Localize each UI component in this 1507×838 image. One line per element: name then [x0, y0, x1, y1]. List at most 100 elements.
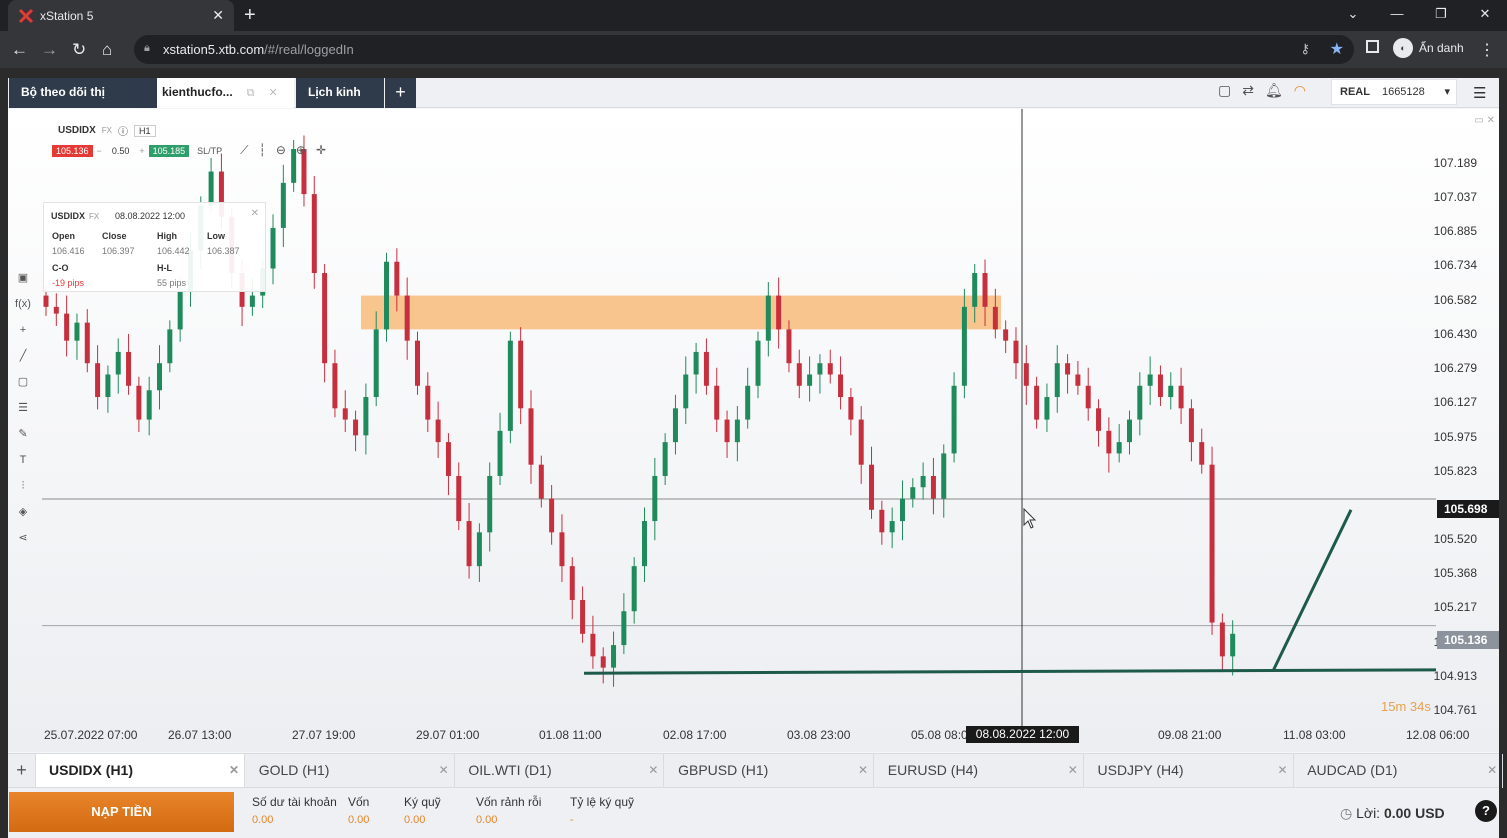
stat-value: 0.00	[252, 814, 274, 826]
volume-minus[interactable]: −	[96, 145, 102, 156]
tab-workspace[interactable]: kienthucfo... ⧉ ✕	[157, 78, 294, 108]
tab-market-watch[interactable]: Bộ theo dõi thị trường	[9, 78, 157, 127]
hamburger-menu-icon[interactable]: ☰	[1473, 85, 1487, 102]
restore-button[interactable]: ❐	[1435, 6, 1447, 21]
chart-symbol-header: USDIDX FX ⓘ H1	[58, 123, 156, 138]
reload-icon[interactable]: ↻	[72, 40, 87, 59]
price-alert-icon[interactable]: ⇄	[1242, 82, 1254, 98]
close-icon[interactable]: ✕	[1067, 763, 1078, 777]
close-icon[interactable]: ✕	[250, 208, 259, 219]
instrument-tab[interactable]: AUDCAD (D1) ✕	[1294, 754, 1504, 788]
candle-body	[1054, 363, 1060, 398]
candle-body	[703, 351, 709, 386]
incognito-profile[interactable]: ◐ Ẩn danh	[1393, 38, 1464, 58]
home-icon[interactable]: ⌂	[102, 40, 113, 59]
sell-button[interactable]: 105.136	[52, 144, 93, 157]
candle-body	[507, 340, 513, 431]
line-chart-icon[interactable]: ⟋	[240, 143, 249, 157]
candle-body	[280, 182, 286, 228]
candle-body	[1065, 363, 1071, 375]
sltp-button[interactable]: SL/TP	[197, 145, 223, 156]
account-selector[interactable]: REAL 1665128 ▾	[1331, 79, 1457, 105]
chart-window-controls[interactable]: ▭ ✕	[1474, 115, 1495, 126]
forward-icon[interactable]: →	[41, 40, 58, 59]
brush-tool-icon[interactable]: ✎	[18, 428, 28, 440]
address-bar: ← → ↻ ⌂ 🔒︎ xstation5.xtb.com/#/real/logg…	[0, 31, 1507, 68]
instrument-tab[interactable]: GBPUSD (H1) ✕	[665, 754, 875, 788]
chart-area[interactable]: ▭ ✕ USDIDX FX ⓘ H1 105.136 − 0.50 + 105.…	[8, 109, 1499, 752]
instrument-tab-label: USDIDX (H1)	[49, 762, 134, 778]
volume-plus[interactable]: +	[139, 145, 145, 156]
layout-icon[interactable]: ▢	[1218, 82, 1232, 98]
close-icon[interactable]: ✕	[1487, 763, 1498, 777]
buy-button[interactable]: 105.185	[148, 144, 190, 157]
volume-input[interactable]: 0.50	[111, 145, 130, 156]
close-icon[interactable]: ✕	[228, 763, 239, 777]
side-panel-icon[interactable]	[1366, 40, 1379, 53]
timeframe-selector[interactable]: H1	[134, 124, 156, 137]
candle-body	[910, 487, 916, 499]
tab-label: kienthucfo...	[162, 85, 233, 99]
minimize-button[interactable]: —	[1390, 6, 1404, 21]
chart-symbol[interactable]: USDIDX	[58, 125, 96, 136]
candle-body	[992, 306, 998, 330]
instrument-tab[interactable]: GOLD (H1) ✕	[246, 754, 455, 788]
candle-body	[43, 295, 49, 307]
close-icon[interactable]: ✕	[268, 87, 278, 99]
candle-body	[827, 363, 833, 375]
close-tab-icon[interactable]: ✕	[212, 7, 224, 23]
candle-body	[249, 295, 255, 307]
candle-body	[662, 442, 668, 476]
text-tool-icon[interactable]: T	[19, 454, 27, 466]
key-icon[interactable]: ⚷	[1300, 41, 1310, 56]
back-icon[interactable]: ←	[11, 40, 28, 59]
rectangle-tool-icon[interactable]: ▢	[17, 376, 29, 388]
instrument-tab[interactable]: EURUSD (H4) ✕	[875, 754, 1084, 788]
browser-tab[interactable]: xStation 5 ✕	[8, 0, 234, 31]
hl-value: 55 pips	[157, 278, 187, 288]
add-tab-button[interactable]: +	[385, 78, 416, 108]
candle-settings-icon[interactable]: ⫶	[21, 480, 25, 492]
add-chart-button[interactable]: +	[8, 754, 36, 788]
browser-tabstrip: xStation 5 ✕ + ⌄ — ❐ ✕	[0, 0, 1507, 31]
candle-body	[1230, 633, 1236, 657]
popout-icon[interactable]: ⧉	[246, 87, 255, 99]
zoom-out-icon[interactable]: ⊖	[275, 143, 286, 157]
close-icon[interactable]: ✕	[648, 763, 659, 777]
instrument-tab[interactable]: OIL.WTI (D1) ✕	[455, 754, 665, 788]
info-icon[interactable]: ⓘ	[118, 127, 129, 138]
instrument-tab[interactable]: USDIDX (H1) ✕	[36, 754, 245, 788]
indicators-icon[interactable]: f(x)	[15, 298, 31, 310]
account-stat: Tỷ lệ ký quỹ -	[570, 795, 634, 826]
candles-icon[interactable]: ┆	[258, 143, 266, 157]
stat-label: Vốn	[348, 795, 370, 809]
zoom-in-icon[interactable]: ⊕	[295, 143, 306, 157]
deposit-button[interactable]: NẠP TIỀN	[9, 792, 234, 832]
account-type: REAL	[1340, 86, 1370, 98]
crosshair-icon[interactable]: ✛	[315, 143, 326, 157]
new-tab-button[interactable]: +	[244, 4, 256, 26]
close-window-button[interactable]: ✕	[1479, 6, 1491, 21]
bookmark-star-icon[interactable]: ★	[1329, 41, 1344, 58]
layers-icon[interactable]: ◈	[18, 506, 28, 518]
high-value: 106.442	[157, 246, 190, 256]
close-icon[interactable]: ✕	[438, 763, 449, 777]
close-icon[interactable]: ✕	[858, 763, 869, 777]
close-icon[interactable]: ✕	[1277, 763, 1288, 777]
tab-search-icon[interactable]: ⌄	[1347, 6, 1359, 21]
tab-economic-calendar[interactable]: Lịch kinh tế	[296, 78, 384, 127]
candle-body	[549, 498, 555, 533]
layout-icon[interactable]: ▣	[17, 272, 29, 284]
bell-icon[interactable]: 🔔︎	[1264, 82, 1283, 98]
connection-icon[interactable]: ◠	[1293, 82, 1306, 98]
crosshair-icon[interactable]: +	[19, 324, 27, 336]
share-icon[interactable]: ⋖	[18, 532, 28, 544]
candle-body	[858, 419, 864, 465]
help-icon[interactable]: ?	[1475, 800, 1497, 822]
line-tool-icon[interactable]: ╱	[19, 350, 27, 362]
fibonacci-tool-icon[interactable]: ☰	[18, 402, 28, 414]
instrument-tab[interactable]: USDJPY (H4) ✕	[1085, 754, 1294, 788]
price-tick-label: 107.189	[1433, 155, 1477, 170]
omnibox[interactable]: 🔒︎ xstation5.xtb.com/#/real/loggedIn ⚷ ★	[134, 35, 1354, 64]
browser-menu-icon[interactable]: ⋮	[1479, 42, 1495, 59]
